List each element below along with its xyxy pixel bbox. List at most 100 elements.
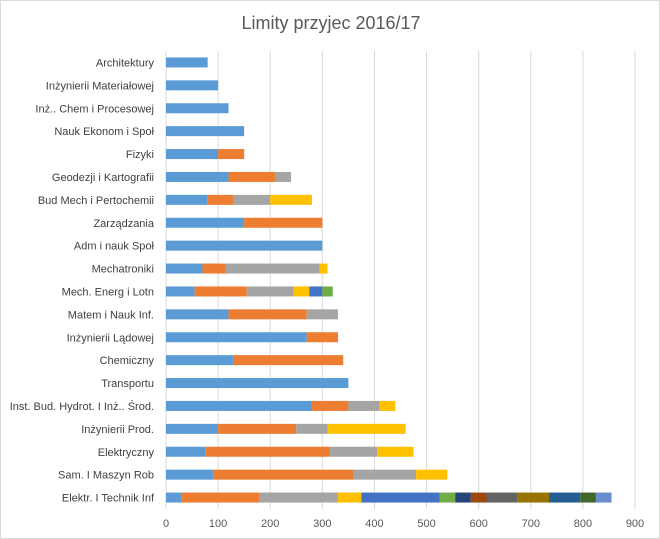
category-label: Adm i nauk Społ — [74, 241, 155, 253]
bar-segment — [246, 286, 294, 297]
category-label: Mechatroniki — [92, 264, 154, 276]
bar-segment — [166, 149, 219, 160]
bar-segment — [580, 492, 596, 503]
category-label: Sam. I Maszyn Rob — [58, 470, 154, 482]
bar-segment — [270, 194, 312, 205]
category-label: Inż.. Chem i Procesowej — [35, 103, 154, 115]
bar-segment — [486, 492, 518, 503]
bar-segment — [306, 309, 338, 320]
bar-segment — [166, 263, 203, 274]
bar-segment — [379, 400, 396, 411]
bar-segment — [293, 286, 310, 297]
bar-segment — [517, 492, 550, 503]
x-tick-label: 400 — [365, 518, 383, 530]
bar-segment — [337, 492, 362, 503]
gridlines — [165, 51, 636, 509]
bar-segment — [416, 469, 448, 480]
bar-segment — [311, 400, 349, 411]
x-tick-label: 100 — [209, 518, 227, 530]
bar-segment — [259, 492, 338, 503]
category-label: Zarządzania — [93, 218, 154, 230]
x-tick-label: 0 — [163, 518, 169, 530]
x-tick-label: 200 — [261, 518, 279, 530]
category-label: Inst. Bud. Hydrot. I Inż.. Środ. — [10, 400, 154, 413]
bar-segment — [166, 469, 213, 480]
bar-segment — [218, 149, 245, 160]
bar-segment — [228, 309, 307, 320]
bar-segment — [353, 469, 417, 480]
bar-segment — [361, 492, 440, 503]
category-label: Fizyki — [126, 149, 154, 161]
bar-segment — [166, 332, 307, 343]
bar-segment — [166, 57, 208, 68]
bar-segment — [166, 423, 219, 434]
category-label: Chemiczny — [100, 355, 155, 367]
bar-segment — [207, 194, 234, 205]
category-label: Architektury — [96, 57, 155, 69]
bar-segment — [327, 423, 406, 434]
bar-segment — [166, 217, 245, 228]
x-tick-label: 800 — [574, 518, 592, 530]
category-label: Elektr. I Technik Inf — [62, 493, 155, 505]
bar-segment — [166, 103, 229, 114]
bar-segment — [244, 217, 323, 228]
category-labels: Architektury Inżynierii Materiałowej Inż..… — [10, 57, 155, 504]
bar-segment — [212, 469, 354, 480]
bar-segment — [166, 80, 219, 91]
bar-segment — [202, 263, 226, 274]
bar-segment — [470, 492, 487, 503]
x-axis-tick-labels: 0 100 200 300 400 500 600 700 800 900 — [163, 518, 644, 530]
bar-segment — [166, 492, 182, 503]
category-label: Inżynierii Materiałowej — [46, 80, 154, 92]
bar-segment — [309, 286, 323, 297]
x-tick-label: 500 — [417, 518, 435, 530]
x-tick-label: 900 — [626, 518, 644, 530]
bar-segment — [166, 286, 195, 297]
chart-title: Limity przyjec 2016/17 — [241, 13, 420, 33]
bar-segment — [218, 423, 297, 434]
bar-segment — [306, 332, 338, 343]
bar-segment — [166, 194, 208, 205]
bar-segment — [455, 492, 471, 503]
bar-segment — [322, 286, 333, 297]
category-label: Inżynierii Lądowej — [67, 332, 154, 344]
bar-segment — [205, 446, 331, 457]
category-label: Elektryczny — [98, 447, 155, 459]
bar-segment — [166, 378, 349, 389]
bar-segment — [549, 492, 581, 503]
category-label: Geodezji i Kartografii — [52, 172, 154, 184]
bar-segment — [348, 400, 380, 411]
bar-segment — [166, 126, 245, 137]
category-label: Inżynierii Prod. — [81, 424, 154, 436]
bar-segment — [228, 171, 276, 182]
category-label: Mech. Energ i Lotn — [62, 286, 154, 298]
bar-segment — [181, 492, 260, 503]
bar-segment — [233, 355, 344, 366]
bar-segment — [194, 286, 247, 297]
bars — [166, 57, 612, 503]
bar-segment — [166, 446, 206, 457]
bar-segment — [166, 400, 312, 411]
category-label: Bud Mech i Pertochemii — [38, 195, 154, 207]
bar-segment — [225, 263, 320, 274]
bar-segment — [233, 194, 271, 205]
bar-segment — [166, 355, 234, 366]
bar-segment — [275, 171, 292, 182]
bar-segment — [330, 446, 378, 457]
bar-segment — [377, 446, 414, 457]
x-tick-label: 300 — [313, 518, 331, 530]
category-label: Transportu — [101, 378, 154, 390]
bar-segment — [319, 263, 328, 274]
bar-segment — [595, 492, 612, 503]
x-tick-label: 600 — [469, 518, 487, 530]
bar-segment — [166, 309, 229, 320]
category-label: Nauk Ekonom i Społ — [54, 126, 154, 138]
bar-segment — [439, 492, 456, 503]
category-label: Matem i Nauk Inf. — [68, 309, 154, 321]
bar-segment — [166, 240, 323, 251]
bar-segment — [296, 423, 328, 434]
x-tick-label: 700 — [522, 518, 540, 530]
bar-segment — [166, 171, 229, 182]
